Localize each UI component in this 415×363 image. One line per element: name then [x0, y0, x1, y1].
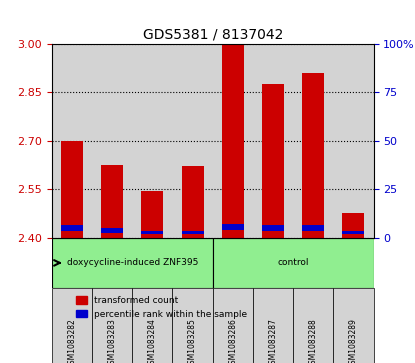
FancyBboxPatch shape — [52, 238, 213, 288]
Bar — [342, 213, 364, 238]
FancyBboxPatch shape — [173, 288, 213, 363]
Bar — [213, 44, 253, 238]
Bar — [222, 44, 244, 238]
Bar — [342, 231, 364, 234]
Bar — [142, 191, 164, 238]
Bar — [173, 44, 213, 238]
Bar — [181, 231, 204, 234]
Bar — [262, 225, 284, 231]
Text: GSM1083284: GSM1083284 — [148, 318, 157, 363]
FancyBboxPatch shape — [52, 288, 92, 363]
Bar — [293, 44, 333, 238]
Bar — [222, 224, 244, 229]
Text: control: control — [277, 258, 309, 268]
FancyBboxPatch shape — [213, 288, 253, 363]
Text: GSM1083282: GSM1083282 — [68, 318, 76, 363]
Bar — [302, 225, 324, 231]
Text: GSM1083285: GSM1083285 — [188, 318, 197, 363]
FancyBboxPatch shape — [132, 288, 173, 363]
Bar — [52, 44, 92, 238]
Legend: transformed count, percentile rank within the sample: transformed count, percentile rank withi… — [73, 293, 251, 322]
Bar — [132, 44, 173, 238]
Text: GSM1083286: GSM1083286 — [228, 318, 237, 363]
Bar — [142, 231, 164, 234]
Bar — [61, 140, 83, 238]
Text: GSM1083287: GSM1083287 — [269, 318, 278, 363]
Title: GDS5381 / 8137042: GDS5381 / 8137042 — [142, 27, 283, 41]
Text: doxycycline-induced ZNF395: doxycycline-induced ZNF395 — [66, 258, 198, 268]
Bar — [92, 44, 132, 238]
FancyBboxPatch shape — [213, 238, 374, 288]
Bar — [61, 225, 83, 231]
Text: GSM1083283: GSM1083283 — [107, 318, 117, 363]
FancyBboxPatch shape — [333, 288, 374, 363]
Bar — [302, 73, 324, 238]
FancyBboxPatch shape — [293, 288, 333, 363]
FancyBboxPatch shape — [253, 288, 293, 363]
Bar — [333, 44, 374, 238]
Text: GSM1083289: GSM1083289 — [349, 318, 358, 363]
FancyBboxPatch shape — [92, 288, 132, 363]
Text: GSM1083288: GSM1083288 — [309, 318, 318, 363]
Bar — [101, 228, 123, 233]
Bar — [101, 165, 123, 238]
Bar — [253, 44, 293, 238]
Bar — [181, 166, 204, 238]
Bar — [262, 84, 284, 238]
